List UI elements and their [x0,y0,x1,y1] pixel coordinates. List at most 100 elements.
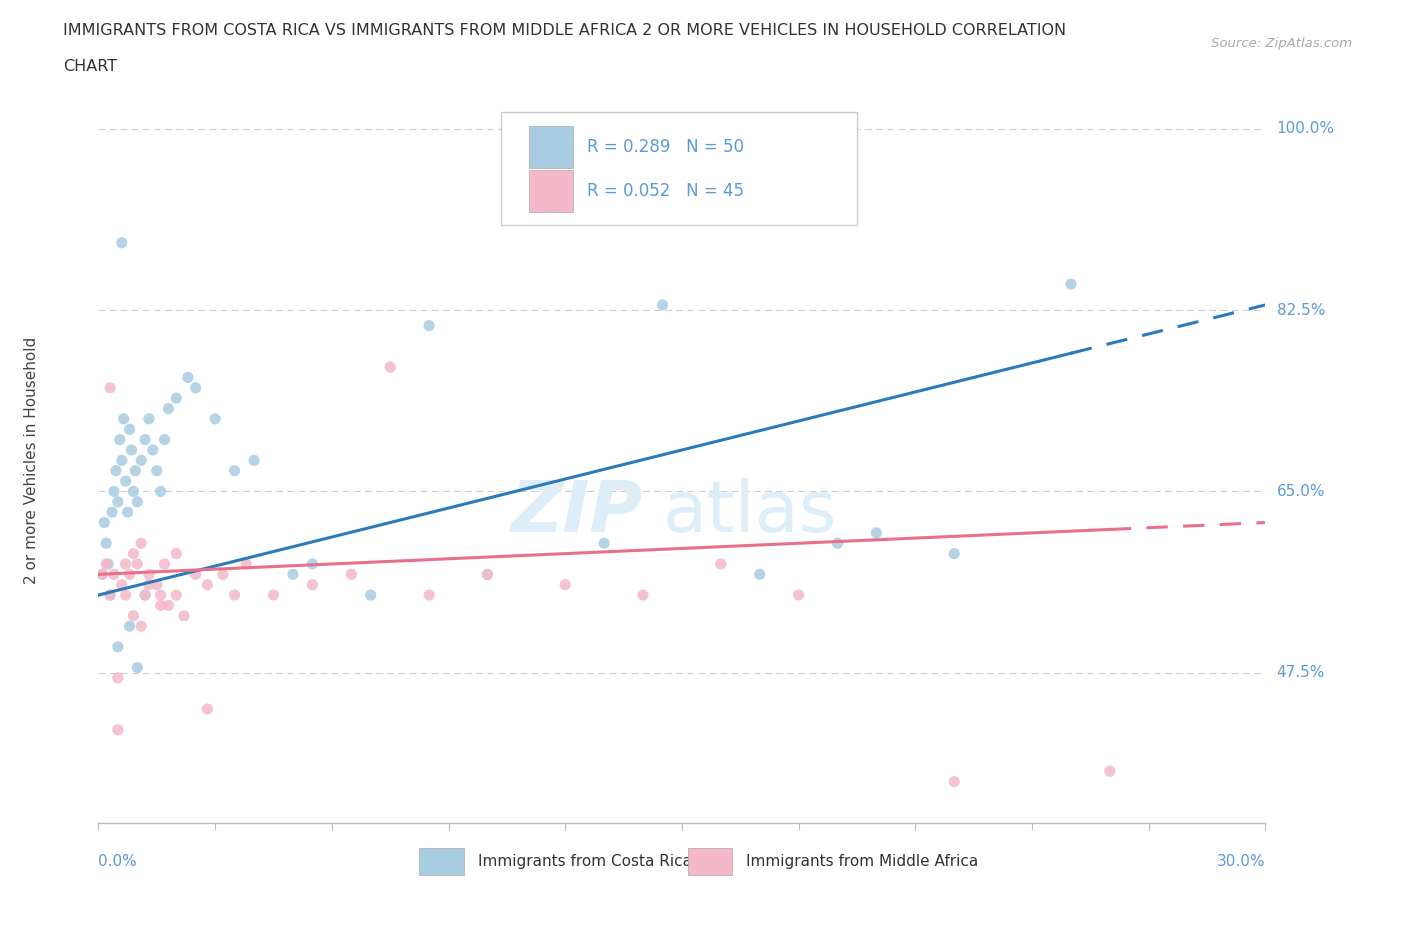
FancyBboxPatch shape [501,113,856,225]
Point [153,432,176,447]
Point [97,556,120,571]
Point [101,505,124,520]
Point [107,723,129,737]
Text: R = 0.289   N = 50: R = 0.289 N = 50 [588,138,744,156]
Point [157,598,180,613]
Point [593,536,616,551]
Point [91,567,114,582]
Text: CHART: CHART [63,59,117,73]
Point [122,608,145,623]
Text: atlas: atlas [662,478,837,547]
Point [149,484,172,498]
Point [107,495,129,510]
Point [96,536,118,551]
Point [165,588,187,603]
Point [107,640,129,655]
Point [142,443,165,458]
Point [127,660,149,675]
Point [134,588,156,603]
Point [1060,277,1083,292]
Point [129,536,152,551]
Point [118,618,141,633]
Point [93,515,115,530]
Text: IMMIGRANTS FROM COSTA RICA VS IMMIGRANTS FROM MIDDLE AFRICA 2 OR MORE VEHICLES I: IMMIGRANTS FROM COSTA RICA VS IMMIGRANTS… [63,23,1066,38]
Point [235,556,257,571]
Point [98,380,121,395]
Point [112,411,135,426]
Point [301,578,323,592]
Point [98,588,121,603]
Point [114,588,136,603]
Text: 65.0%: 65.0% [1277,484,1324,498]
Text: 100.0%: 100.0% [1277,121,1334,136]
Bar [419,848,464,875]
Point [153,556,176,571]
Point [103,567,125,582]
Point [340,567,363,582]
Bar [529,126,574,168]
Point [129,453,152,468]
Point [418,588,440,603]
Point [177,370,200,385]
Point [138,567,160,582]
Point [195,578,218,592]
Point [108,432,131,447]
Point [380,360,402,375]
Point [98,588,121,603]
Point [124,463,146,478]
Point [127,495,149,510]
Point [787,588,810,603]
Point [121,443,143,458]
Point [243,453,266,468]
Point [146,578,169,592]
Point [165,546,187,561]
Text: Immigrants from Costa Rica: Immigrants from Costa Rica [478,854,692,869]
Point [165,391,187,405]
Point [134,588,156,603]
Text: ZIP: ZIP [510,478,643,547]
Point [122,546,145,561]
Bar [688,848,733,875]
Point [651,298,673,312]
Point [118,567,141,582]
Point [134,432,156,447]
Point [111,578,134,592]
Text: R = 0.052   N = 45: R = 0.052 N = 45 [588,182,744,200]
Point [146,463,169,478]
Point [631,588,654,603]
Text: 30.0%: 30.0% [1218,854,1265,869]
Point [107,671,129,685]
Point [96,556,118,571]
Point [127,556,149,571]
Point [157,401,180,416]
Point [262,588,284,603]
Point [103,484,125,498]
Text: 47.5%: 47.5% [1277,665,1324,680]
Point [827,536,849,551]
Point [184,567,207,582]
Point [748,567,770,582]
Point [418,318,440,333]
Point [114,473,136,488]
Text: 0.0%: 0.0% [98,854,138,869]
Text: Immigrants from Middle Africa: Immigrants from Middle Africa [747,854,979,869]
Point [114,556,136,571]
Point [710,556,733,571]
Point [138,578,160,592]
Point [118,422,141,437]
Point [943,774,966,789]
Point [195,701,218,716]
Point [943,546,966,561]
Point [360,588,382,603]
Point [477,567,499,582]
Point [138,411,160,426]
Point [1098,764,1121,778]
Point [91,567,114,582]
Point [301,556,323,571]
Point [477,567,499,582]
Point [184,380,207,395]
Point [204,411,226,426]
Point [111,235,134,250]
Point [212,567,235,582]
Text: 82.5%: 82.5% [1277,302,1324,317]
